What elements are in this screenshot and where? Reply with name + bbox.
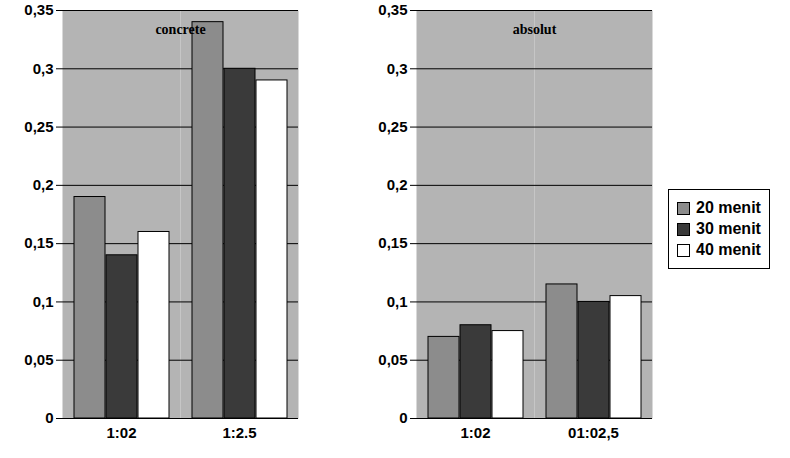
- svg-text:0,15: 0,15: [378, 234, 407, 251]
- html-text:20 menit: 20 menit: [696, 199, 761, 216]
- svg-text:0,2: 0,2: [387, 176, 408, 193]
- svg-text:0,25: 0,25: [24, 118, 53, 135]
- svg-text:1:02: 1:02: [460, 424, 490, 441]
- svg-text:0,25: 0,25: [378, 118, 407, 135]
- svg-text:0,35: 0,35: [24, 1, 53, 18]
- svg-text:0,2: 0,2: [33, 176, 54, 193]
- svg-text:0: 0: [399, 409, 407, 426]
- svg-text:0,1: 0,1: [33, 293, 54, 310]
- svg-text:0,1: 0,1: [387, 293, 408, 310]
- svg-text:0,05: 0,05: [24, 351, 53, 368]
- svg-text:0,3: 0,3: [33, 60, 54, 77]
- svg-text:0,35: 0,35: [378, 1, 407, 18]
- svg-text:absolut: absolut: [513, 22, 557, 37]
- svg-text:0,3: 0,3: [387, 60, 408, 77]
- svg-text:0,05: 0,05: [378, 351, 407, 368]
- svg-text:01:02,5: 01:02,5: [568, 424, 619, 441]
- svg-text:0,15: 0,15: [24, 234, 53, 251]
- svg-text:1:2.5: 1:2.5: [222, 424, 256, 441]
- svg-text:0: 0: [45, 409, 53, 426]
- html-text:30 menit: 30 menit: [696, 220, 761, 237]
- html-text:40 menit: 40 menit: [696, 241, 761, 258]
- svg-text:1:02: 1:02: [106, 424, 136, 441]
- svg-text:concrete: concrete: [155, 22, 205, 37]
